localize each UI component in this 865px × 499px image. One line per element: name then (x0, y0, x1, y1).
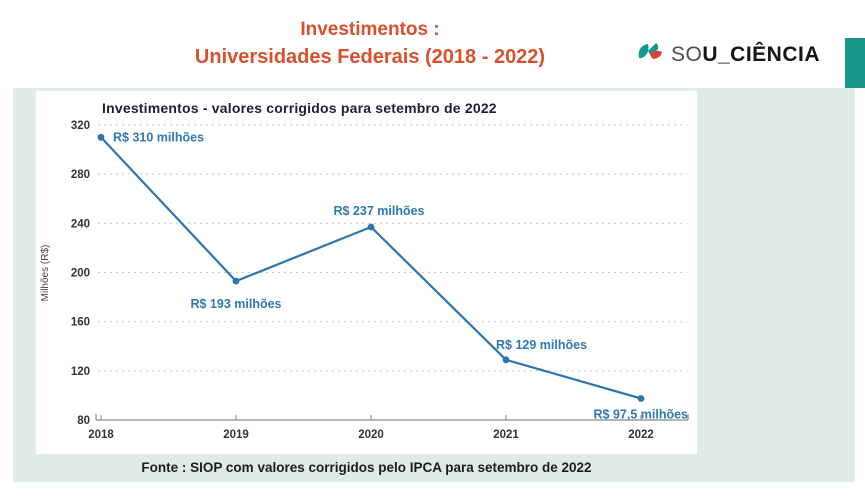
chart-title: Investimentos - valores corrigidos para … (102, 100, 497, 116)
data-point-label-2021: R$ 129 milhões (496, 338, 587, 352)
slide-title-line2: Universidades Federais (2018 - 2022) (194, 46, 546, 68)
data-point-label-2019: R$ 193 milhões (190, 297, 281, 311)
data-point-2022 (637, 395, 645, 402)
sou-ciencia-logo-icon (637, 41, 664, 70)
slide-title: Investimentos : Universidades Federais (… (110, 17, 630, 71)
chart-card: Investimentos - valores corrigidos para … (35, 90, 698, 455)
logo-text-suffix: U_CIÊNCIA (702, 43, 820, 66)
slide-title-line1: Investimentos : (300, 19, 440, 40)
y-tick-label-80: 80 (77, 415, 90, 427)
sou-ciencia-logo-text: SOU_CIÊNCIA (671, 43, 820, 67)
data-point-label-2020: R$ 237 milhões (333, 204, 424, 218)
data-point-2020 (367, 223, 375, 231)
data-point-label-2018: R$ 310 milhões (113, 130, 204, 144)
y-tick-label-200: 200 (71, 268, 90, 280)
x-tick-label-2021: 2021 (493, 429, 519, 441)
data-point-2019 (232, 277, 240, 285)
data-point-2021 (502, 356, 510, 364)
header: Investimentos : Universidades Federais (… (0, 0, 865, 88)
y-axis-label: Milhões (R$) (40, 245, 51, 302)
data-point-2018 (97, 133, 105, 141)
logo-text-prefix: SO (670, 43, 703, 66)
y-tick-label-320: 320 (71, 120, 90, 132)
x-tick-label-2019: 2019 (223, 429, 249, 441)
y-tick-label-280: 280 (71, 169, 90, 181)
series-line (99, 136, 643, 400)
source-note: Fonte : SIOP com valores corrigidos pelo… (141, 460, 592, 475)
teal-accent-bar (845, 38, 865, 88)
x-tick-label-2020: 2020 (358, 429, 384, 441)
sou-ciencia-logo: SOU_CIÊNCIA (637, 40, 820, 70)
y-tick-label-160: 160 (71, 317, 90, 329)
y-tick-label-120: 120 (71, 366, 90, 378)
investment-line-chart: 80 120 160 200 240 280 320 2018 2019 2020 2021 2022… (40, 120, 689, 441)
y-tick-label-240: 240 (71, 218, 90, 230)
x-tick-label-2022: 2022 (628, 429, 654, 441)
x-tick-label-2018: 2018 (88, 429, 114, 441)
data-point-label-2022: R$ 97,5 milhões (594, 407, 689, 421)
